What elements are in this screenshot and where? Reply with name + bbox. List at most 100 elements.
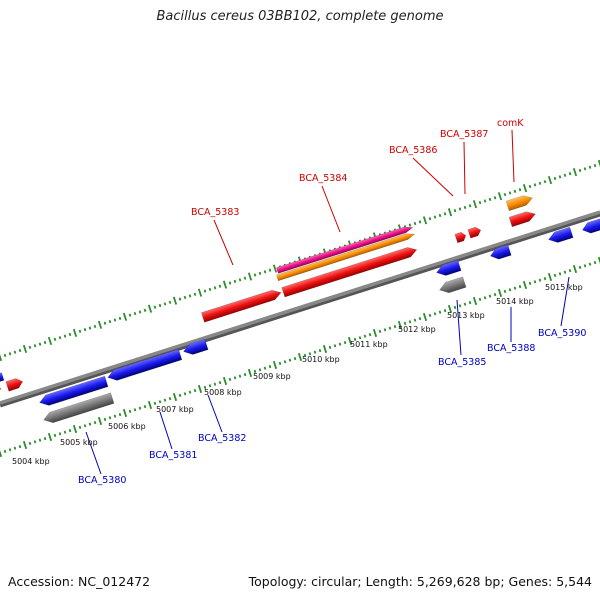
inner-tick-35	[172, 392, 178, 402]
outer-tick-85	[422, 216, 428, 225]
inner-tick-8	[38, 438, 42, 442]
outer-tick-21	[103, 321, 107, 325]
inner-tick-24	[118, 412, 122, 417]
rna-arrow-bca-5384-a	[276, 233, 416, 282]
leader-bca-5387	[463, 141, 466, 195]
gene-arrow-bca-5386	[454, 231, 467, 244]
leader-comk	[511, 129, 515, 183]
genome-backbone	[0, 210, 600, 408]
inner-tick-77	[383, 328, 387, 332]
inner-tick-99	[493, 292, 497, 297]
inner-tick-50	[247, 368, 253, 378]
gene-features	[0, 195, 600, 424]
inner-tick-36	[178, 393, 182, 398]
inner-tick-68	[338, 342, 342, 346]
outer-tick-112	[558, 175, 562, 179]
outer-tick-94	[468, 204, 472, 208]
gene-label-bca-5383: BCA_5383	[191, 207, 239, 218]
gene-arrow-bca-5384	[281, 247, 418, 298]
inner-tick-32	[158, 400, 162, 404]
inner-tick-44	[218, 380, 222, 385]
gene-label-bca-5387: BCA_5387	[440, 129, 488, 140]
outer-tick-100	[497, 192, 503, 201]
inner-tick-90	[447, 304, 453, 314]
inner-tick-82	[408, 320, 412, 324]
inner-tick-62	[308, 352, 312, 356]
outer-tick-104	[518, 188, 522, 192]
inner-tick-111	[553, 273, 557, 278]
gene-arrow-bca-5385	[436, 259, 462, 276]
leader-bca-5383	[213, 219, 234, 266]
inner-tick-117	[583, 264, 587, 268]
outer-tick-117	[583, 167, 587, 171]
gene-arrow-bca-5381	[107, 348, 183, 381]
pseudo-block-left	[43, 392, 115, 424]
inner-tick-105	[522, 280, 528, 290]
inner-tick-76	[378, 329, 382, 334]
leader-bca-5390	[560, 276, 570, 327]
outer-tick-46	[228, 281, 232, 285]
outer-tick-14	[68, 332, 72, 337]
inner-tick-42	[208, 384, 212, 388]
inner-tick-119	[593, 260, 597, 265]
gene-arrow-bca-5388	[490, 244, 512, 260]
outer-tick-91	[453, 209, 457, 213]
inner-tick-54	[268, 364, 272, 369]
rna-arrow-comk	[505, 195, 533, 212]
outer-tick-30	[147, 304, 153, 313]
outer-tick-2	[8, 352, 12, 356]
inner-tick-66	[328, 345, 332, 350]
scale-label-5013: 5013 kbp	[447, 311, 485, 320]
outer-tick-27	[133, 311, 137, 316]
inner-tick-59	[293, 356, 297, 361]
outer-tick-102	[508, 191, 512, 195]
outer-tick-108	[538, 181, 542, 185]
inner-tick-27	[133, 408, 137, 412]
inner-tick-70	[347, 336, 353, 346]
inner-tick-28	[138, 406, 142, 410]
gene-arrow-bca-5387	[467, 226, 482, 239]
outer-tick-23	[113, 318, 117, 322]
inner-tick-23	[113, 414, 117, 418]
gene-arrow-bca-5390	[582, 218, 600, 234]
inner-tick-97	[483, 296, 487, 300]
inner-tick-41	[203, 385, 207, 390]
outer-tick-11	[53, 337, 57, 341]
scale-label-5006: 5006 kbp	[108, 422, 146, 431]
inner-tick-track	[0, 256, 600, 458]
inner-tick-118	[588, 262, 592, 266]
outer-tick-40	[197, 288, 203, 297]
outer-tick-93	[463, 205, 467, 210]
leader-bca-5380	[85, 431, 102, 475]
inner-tick-57	[283, 360, 287, 364]
outer-tick-12	[58, 336, 62, 340]
inner-tick-17	[83, 424, 87, 428]
outer-tick-8	[38, 342, 42, 346]
inner-tick-1	[3, 449, 7, 454]
inner-tick-13	[63, 430, 67, 434]
outer-tick-15	[72, 328, 78, 337]
inner-tick-60	[297, 352, 303, 362]
gene-arrow-left-red	[5, 378, 24, 392]
outer-tick-20	[97, 320, 103, 329]
gene-label-bca-5386: BCA_5386	[389, 145, 437, 156]
outer-tick-83	[413, 221, 417, 226]
scale-label-5014: 5014 kbp	[496, 297, 534, 306]
outer-tick-42	[208, 287, 212, 292]
inner-tick-34	[168, 396, 172, 401]
inner-tick-4	[18, 444, 22, 449]
outer-tick-33	[163, 302, 167, 306]
inner-tick-100	[497, 288, 503, 298]
outer-tick-45	[222, 280, 228, 289]
gene-arrow-bca-5382	[183, 338, 209, 355]
inner-tick-58	[288, 358, 292, 362]
outer-tick-7	[33, 344, 37, 348]
inner-tick-31	[153, 401, 157, 406]
gene-label-bca-5381: BCA_5381	[149, 450, 197, 461]
outer-tick-105	[522, 184, 528, 193]
gene-arrow-edge-blue	[0, 372, 5, 383]
inner-tick-49	[243, 372, 247, 377]
inner-tick-84	[418, 316, 422, 321]
